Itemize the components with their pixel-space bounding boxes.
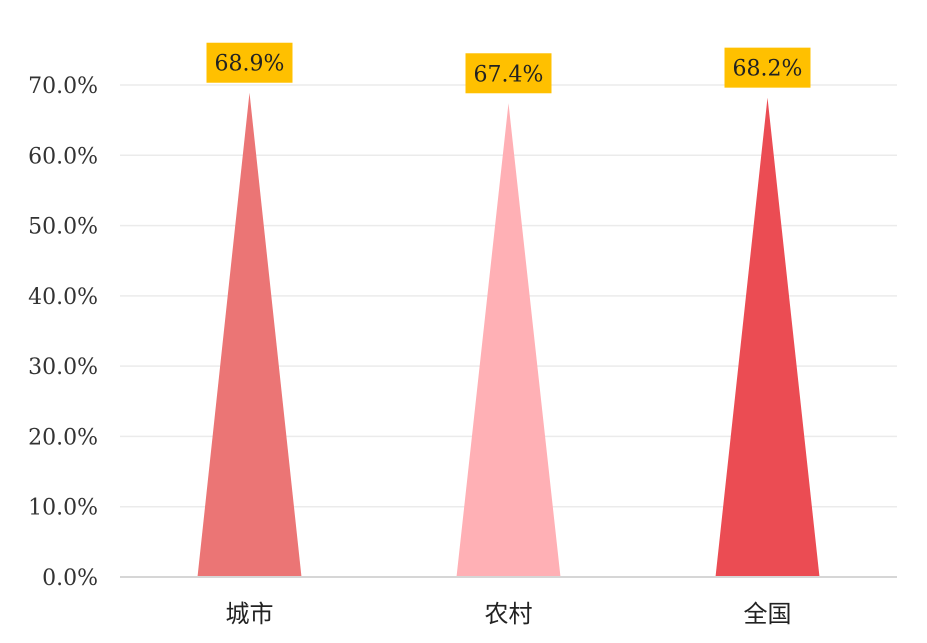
data-label: 67.4% [465, 53, 552, 94]
x-tick-label: 城市 [226, 600, 274, 628]
y-tick-label: 10.0% [28, 496, 98, 521]
data-label-text: 67.4% [474, 62, 544, 87]
y-tick-label: 30.0% [28, 355, 98, 380]
y-tick-label: 60.0% [28, 144, 98, 169]
y-tick-label: 40.0% [28, 285, 98, 310]
y-tick-label: 70.0% [28, 74, 98, 99]
bar [715, 97, 820, 577]
x-tick-label: 全国 [744, 600, 792, 628]
y-tick-label: 50.0% [28, 215, 98, 240]
data-label-background [465, 53, 552, 94]
bar [456, 103, 561, 577]
data-labels: 68.9% 67.4% 68.2% [206, 42, 811, 94]
data-label-text: 68.9% [215, 52, 285, 77]
data-label-background [724, 47, 811, 88]
data-label: 68.9% [206, 42, 293, 83]
y-axis-ticks: 0.0% 10.0% 20.0% 30.0% 40.0% 50.0% 60.0% 70.0% [28, 74, 98, 591]
x-tick-label: 农村 [485, 600, 533, 628]
data-label: 68.2% [724, 47, 811, 88]
x-axis-ticks: 城市 农村 全国 [226, 600, 792, 628]
y-tick-label: 0.0% [42, 566, 98, 591]
y-tick-label: 20.0% [28, 425, 98, 450]
data-label-text: 68.2% [733, 57, 803, 82]
data-label-background [206, 42, 293, 83]
bar [197, 92, 302, 577]
bars [197, 92, 820, 577]
